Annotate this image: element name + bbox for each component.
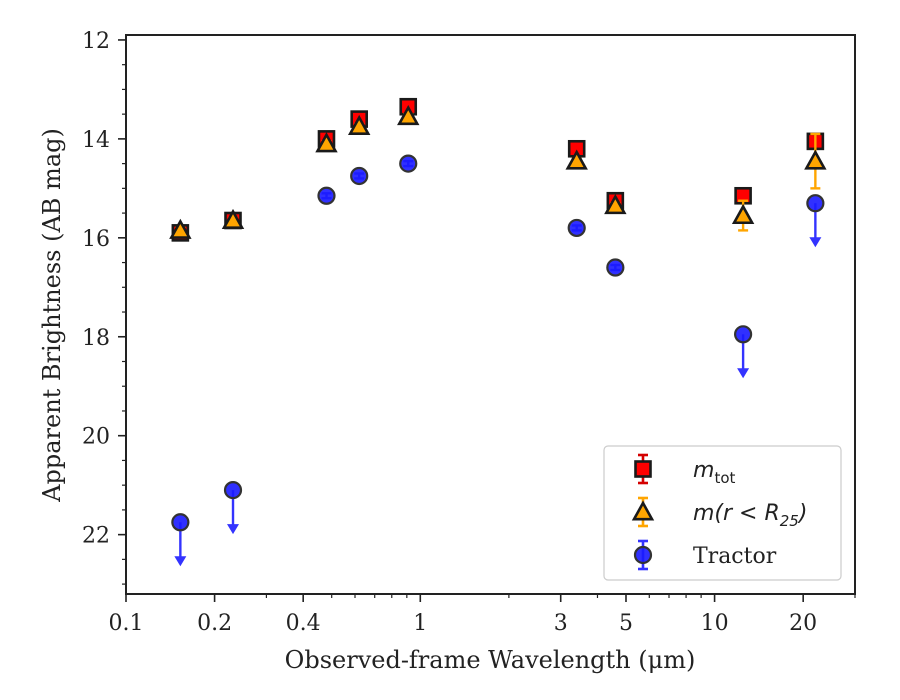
y-tick-label: 20 (82, 425, 110, 450)
series-square (171, 97, 825, 242)
data-point-circle (171, 513, 190, 532)
data-point-circle (317, 186, 336, 205)
upper-limit-arrow-head (174, 556, 187, 567)
y-tick-label: 14 (82, 128, 110, 153)
legend-marker-square (634, 460, 652, 478)
x-tick-label: 0.1 (109, 611, 144, 636)
x-axis-label: Observed-frame Wavelength (μm) (285, 646, 696, 674)
data-point-triangle (397, 104, 420, 126)
data-point-triangle (221, 208, 245, 230)
data-point-triangle (604, 193, 627, 215)
upper-limit-arrow-head (227, 524, 240, 535)
x-tick-label: 3 (554, 611, 568, 636)
y-tick-label: 12 (82, 29, 110, 54)
x-tick-label: 20 (789, 611, 817, 636)
legend-marker-triangle (631, 500, 655, 521)
legend-label: m(r < R25) (693, 501, 807, 530)
upper-limit-arrow-head (809, 237, 822, 248)
x-tick-label: 0.4 (286, 611, 321, 636)
data-point-triangle (347, 114, 371, 136)
data-point-triangle (565, 149, 588, 170)
data-point-triangle (169, 218, 192, 239)
y-tick-label: 18 (82, 326, 110, 351)
data-point-circle (223, 481, 243, 500)
data-point-circle (806, 194, 825, 213)
x-tick-label: 5 (619, 611, 633, 636)
plot-frame (125, 34, 856, 595)
x-tick-label: 0.2 (197, 611, 232, 636)
upper-limit-arrow-head (737, 368, 750, 379)
y-tick-label: 16 (82, 227, 110, 252)
data-point-triangle (315, 132, 338, 153)
data-point-circle (350, 166, 369, 186)
series-triangle (169, 104, 827, 239)
data-point-triangle (731, 203, 755, 225)
x-tick-label: 10 (701, 611, 729, 636)
axes: 0.1 0.2 0.4 1 3 5 10 20 12 14 16 18 20 22 (82, 29, 856, 636)
data-point-circle (606, 258, 625, 277)
legend-label: mtot (693, 458, 735, 487)
data-point-triangle (804, 149, 827, 170)
y-axis-label: Apparent Brightness (AB mag) (38, 128, 66, 503)
data-point-circle (734, 325, 753, 344)
legend: mtot m(r < R25) Tractor (603, 445, 842, 581)
legend-box (603, 445, 842, 581)
y-tick-label: 22 (82, 524, 110, 549)
legend-marker-circle (633, 545, 653, 565)
data-point-circle (567, 218, 586, 238)
x-tick-label: 1 (413, 611, 427, 636)
data-point-circle (399, 154, 418, 173)
legend-label: Tractor (693, 544, 777, 569)
data-markers (169, 97, 827, 567)
series-circle (171, 154, 825, 567)
